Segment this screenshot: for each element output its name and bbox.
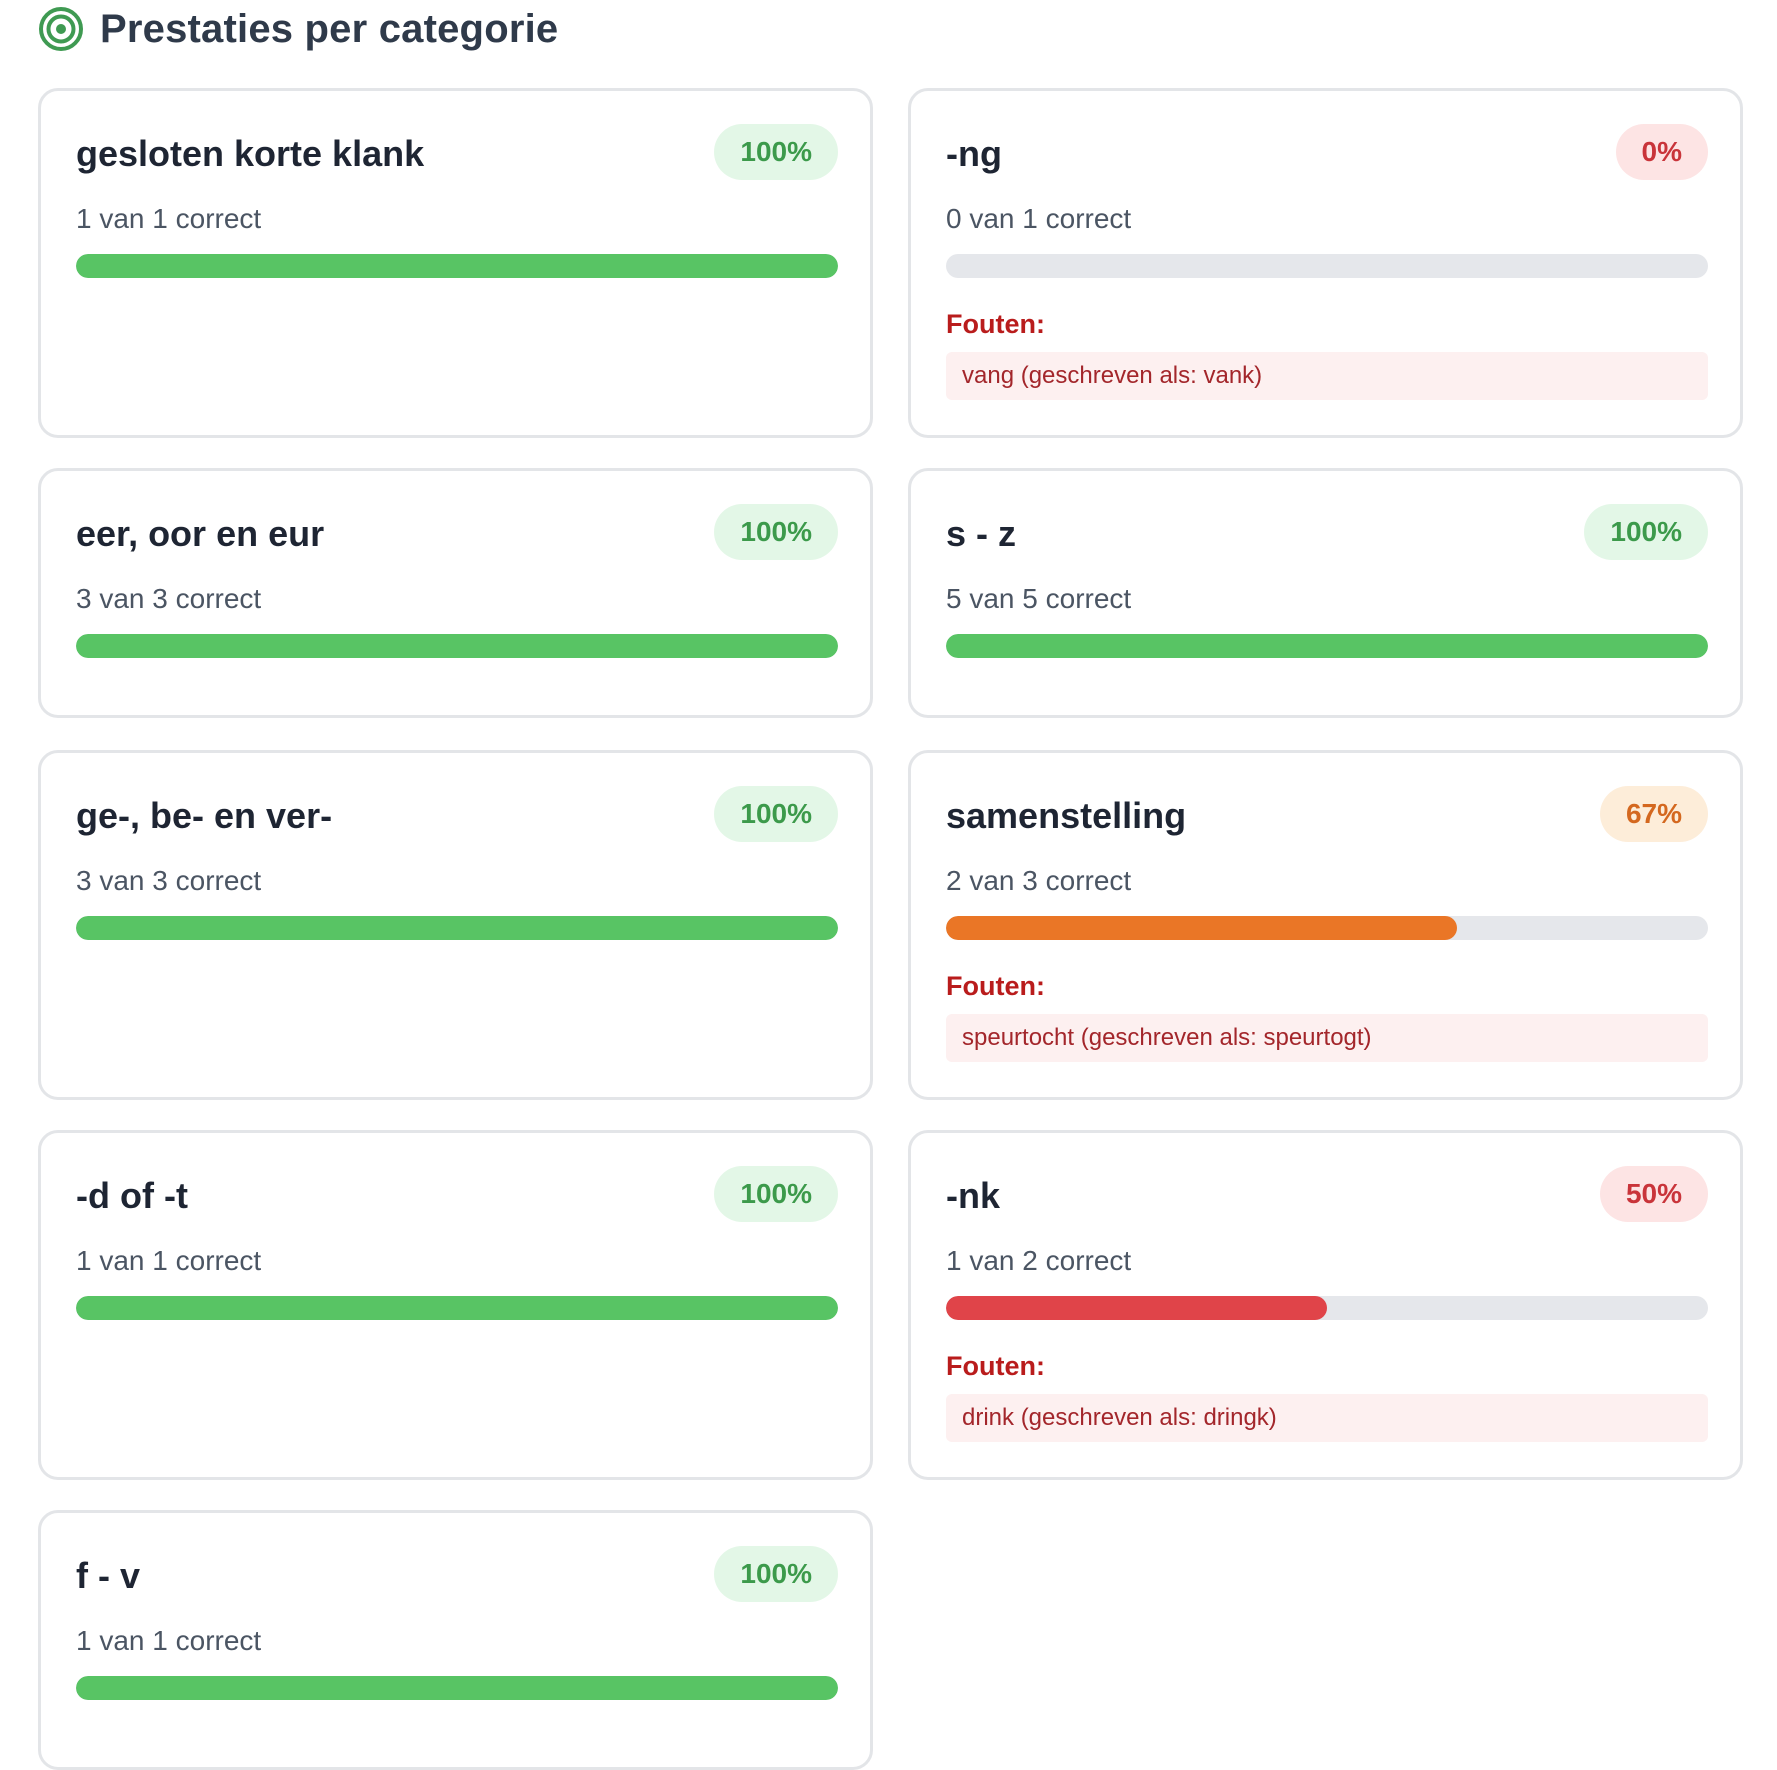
correct-count: 2 van 3 correct [946, 865, 1132, 896]
progress-bar [946, 254, 1708, 278]
category-card: ge-, be- en ver- 100% 3 van 3 correct [38, 750, 873, 1100]
errors-heading: Fouten: [946, 309, 1045, 339]
score-badge: 100% [714, 786, 838, 842]
progress-bar [76, 634, 838, 658]
category-card: eer, oor en eur 100% 3 van 3 correct [38, 468, 873, 718]
category-card: gesloten korte klank 100% 1 van 1 correct [38, 88, 873, 438]
score-badge: 100% [714, 504, 838, 560]
correct-count: 1 van 1 correct [76, 1245, 262, 1276]
page-title: Prestaties per categorie [100, 6, 559, 51]
progress-bar [76, 1296, 838, 1320]
correct-count: 3 van 3 correct [76, 865, 262, 896]
error-item: drink (geschreven als: dringk) [946, 1394, 1708, 1442]
errors-heading: Fouten: [946, 971, 1045, 1001]
progress-fill [946, 916, 1457, 940]
progress-fill [76, 1676, 838, 1700]
score-badge: 100% [1584, 504, 1708, 560]
progress-bar [76, 254, 838, 278]
correct-count: 1 van 1 correct [76, 1625, 262, 1656]
category-card: -d of -t 100% 1 van 1 correct [38, 1130, 873, 1480]
error-item: speurtocht (geschreven als: speurtogt) [946, 1014, 1708, 1062]
correct-count: 3 van 3 correct [76, 583, 262, 614]
correct-count: 1 van 2 correct [946, 1245, 1132, 1276]
category-card: f - v 100% 1 van 1 correct [38, 1510, 873, 1770]
category-title: ge-, be- en ver- [76, 795, 333, 836]
score-badge: 67% [1599, 786, 1708, 842]
correct-count: 1 van 1 correct [76, 203, 262, 234]
category-title: s - z [946, 513, 1017, 554]
progress-fill [76, 1296, 838, 1320]
correct-count: 0 van 1 correct [946, 203, 1132, 234]
category-title: -d of -t [76, 1175, 188, 1216]
progress-fill [76, 634, 838, 658]
category-title: gesloten korte klank [76, 133, 425, 174]
progress-fill [946, 1296, 1327, 1320]
error-item: vang (geschreven als: vank) [946, 352, 1708, 400]
target-icon [39, 7, 83, 51]
category-title: -nk [946, 1175, 1000, 1216]
score-badge: 100% [714, 124, 838, 180]
category-title: -ng [946, 133, 1002, 174]
score-badge: 50% [1599, 1166, 1708, 1222]
category-title: eer, oor en eur [76, 513, 325, 554]
progress-bar [76, 916, 838, 940]
progress-fill [76, 254, 838, 278]
score-badge: 100% [714, 1166, 838, 1222]
category-card: s - z 100% 5 van 5 correct [908, 468, 1743, 718]
progress-fill [946, 634, 1708, 658]
score-badge: 100% [714, 1546, 838, 1602]
progress-bar [946, 1296, 1708, 1320]
progress-bar [76, 1676, 838, 1700]
progress-bar [946, 916, 1708, 940]
progress-bar [946, 634, 1708, 658]
category-title: f - v [76, 1555, 141, 1596]
category-card: samenstelling 67% 2 van 3 correct Fouten: sp… [908, 750, 1743, 1100]
section-header: Prestaties per categorie [38, 0, 558, 58]
category-card: -nk 50% 1 van 2 correct Fouten: drink (gesch… [908, 1130, 1743, 1480]
errors-heading: Fouten: [946, 1351, 1045, 1381]
category-title: samenstelling [946, 795, 1187, 836]
score-badge: 0% [1615, 124, 1708, 180]
category-card: -ng 0% 0 van 1 correct Fouten: vang (geschre… [908, 88, 1743, 438]
progress-fill [76, 916, 838, 940]
correct-count: 5 van 5 correct [946, 583, 1132, 614]
